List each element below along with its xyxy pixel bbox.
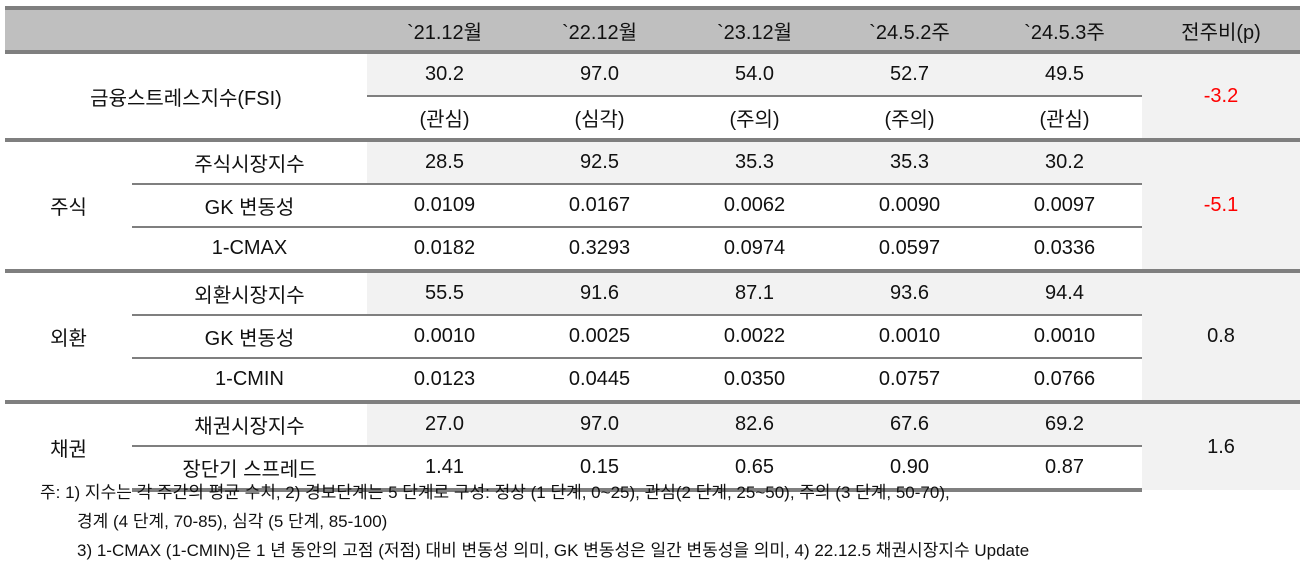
fsi-value: 49.5 (987, 52, 1142, 96)
table-row: 장단기 스프레드 1.41 0.15 0.65 0.90 0.87 (5, 445, 1300, 492)
cell-value: 28.5 (367, 138, 522, 184)
cell-value: 87.1 (677, 269, 832, 315)
row-label: 장단기 스프레드 (132, 445, 367, 492)
cell-value: 91.6 (522, 269, 677, 315)
cell-value: 69.2 (987, 400, 1142, 446)
cell-value: 0.0182 (367, 226, 522, 271)
header-blank (5, 6, 367, 54)
cell-value: 30.2 (987, 138, 1142, 184)
cell-value: 0.0010 (987, 314, 1142, 358)
cell-value: 0.0010 (832, 314, 987, 358)
fsi-table: `21.12월 `22.12월 `23.12월 `24.5.2주 `24.5.3… (5, 6, 1300, 492)
table-row: 채권 채권시장지수 27.0 97.0 82.6 67.6 69.2 1.6 (5, 400, 1300, 490)
cell-value: 0.0974 (677, 226, 832, 271)
cell-value: 0.0336 (987, 226, 1142, 271)
cell-value: 0.0010 (367, 314, 522, 358)
fsi-level: (관심) (367, 95, 522, 140)
fsi-change: -3.2 (1142, 52, 1300, 140)
cell-value: 0.0090 (832, 183, 987, 227)
cell-value: 0.0597 (832, 226, 987, 271)
cell-value: 35.3 (832, 138, 987, 184)
group-label: 외환 (5, 269, 132, 402)
cell-value: 0.0445 (522, 357, 677, 402)
row-label: GK 변동성 (132, 183, 367, 227)
table-row: 외환 외환시장지수 55.5 91.6 87.1 93.6 94.4 0.8 (5, 269, 1300, 402)
col-header-change: 전주비(p) (1142, 6, 1300, 54)
fsi-row: 금융스트레스지수(FSI) 30.2 97.0 54.0 52.7 49.5 -… (5, 52, 1300, 140)
fsi-level: (주의) (677, 95, 832, 140)
fsi-value: 97.0 (522, 52, 677, 96)
fsi-label: 금융스트레스지수(FSI) (90, 87, 282, 110)
cell-value: 94.4 (987, 269, 1142, 315)
cell-value: 0.0350 (677, 357, 832, 402)
cell-value: 0.0167 (522, 183, 677, 227)
table-row: GK 변동성 0.0109 0.0167 0.0062 0.0090 0.0097 (5, 183, 1300, 227)
header-row: `21.12월 `22.12월 `23.12월 `24.5.2주 `24.5.3… (5, 6, 1300, 54)
fsi-value: 52.7 (832, 52, 987, 96)
cell-value: 0.90 (832, 445, 987, 492)
cell-value: 0.3293 (522, 226, 677, 271)
cell-value: 35.3 (677, 138, 832, 184)
row-label: GK 변동성 (132, 314, 367, 358)
col-header: `22.12월 (522, 6, 677, 54)
cell-value: 0.0109 (367, 183, 522, 227)
table-row: 주식 주식시장지수 28.5 92.5 35.3 35.3 30.2 -5.1 (5, 138, 1300, 271)
group-change: 1.6 (1142, 400, 1300, 490)
col-header: `24.5.3주 (987, 6, 1142, 54)
table-row: GK 변동성 0.0010 0.0025 0.0022 0.0010 0.0010 (5, 314, 1300, 358)
fsi-level: (심각) (522, 95, 677, 140)
row-label: 외환시장지수 (132, 269, 367, 315)
row-label: 주식시장지수 (132, 138, 367, 184)
cell-value: 0.0022 (677, 314, 832, 358)
cell-value: 0.15 (522, 445, 677, 492)
footnote-line: 주: 1) 지수는 각 주간의 평균 수치, 2) 경보단계는 5 단계로 구성… (40, 483, 950, 502)
cell-value: 27.0 (367, 400, 522, 446)
footnote-line: 3) 1-CMAX (1-CMIN)은 1 년 동안의 고점 (저점) 대비 변… (77, 541, 1030, 560)
cell-value: 0.0766 (987, 357, 1142, 402)
table-row: 1-CMAX 0.0182 0.3293 0.0974 0.0597 0.0336 (5, 226, 1300, 271)
group-label: 주식 (5, 138, 132, 271)
col-header: `24.5.2주 (832, 6, 987, 54)
footnotes: 주: 1) 지수는 각 주간의 평균 수치, 2) 경보단계는 5 단계로 구성… (40, 478, 1029, 565)
fsi-level-row: (관심) (심각) (주의) (주의) (관심) (5, 95, 1300, 140)
cell-value: 0.0025 (522, 314, 677, 358)
cell-value: 0.0757 (832, 357, 987, 402)
cell-value: 0.0097 (987, 183, 1142, 227)
group-label: 채권 (5, 400, 132, 490)
cell-value: 82.6 (677, 400, 832, 446)
cell-value: 92.5 (522, 138, 677, 184)
cell-value: 0.0123 (367, 357, 522, 402)
row-label: 채권시장지수 (132, 400, 367, 446)
cell-value: 67.6 (832, 400, 987, 446)
fsi-level: (관심) (987, 95, 1142, 140)
fsi-level: (주의) (832, 95, 987, 140)
cell-value: 0.65 (677, 445, 832, 492)
group-change: -5.1 (1142, 138, 1300, 271)
col-header: `21.12월 (367, 6, 522, 54)
cell-value: 0.0062 (677, 183, 832, 227)
fsi-value: 54.0 (677, 52, 832, 96)
group-change: 0.8 (1142, 269, 1300, 402)
cell-value: 97.0 (522, 400, 677, 446)
row-label: 1-CMAX (132, 226, 367, 271)
row-label: 1-CMIN (132, 357, 367, 402)
col-header: `23.12월 (677, 6, 832, 54)
cell-value: 1.41 (367, 445, 522, 492)
fsi-value: 30.2 (367, 52, 522, 96)
footnote-line: 경계 (4 단계, 70-85), 심각 (5 단계, 85-100) (77, 512, 388, 531)
table-row: 1-CMIN 0.0123 0.0445 0.0350 0.0757 0.0766 (5, 357, 1300, 402)
cell-value: 55.5 (367, 269, 522, 315)
cell-value: 0.87 (987, 445, 1142, 492)
cell-value: 93.6 (832, 269, 987, 315)
